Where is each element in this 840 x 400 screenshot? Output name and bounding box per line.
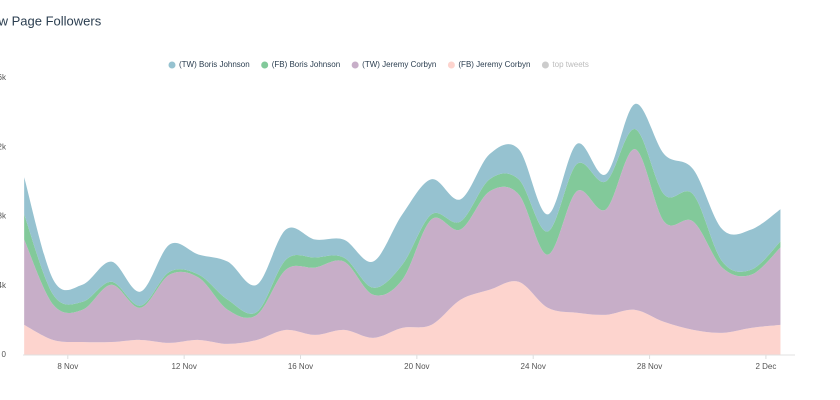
x-tick-label: 20 Nov — [404, 362, 429, 371]
x-tick-label: 24 Nov — [521, 362, 546, 371]
area — [24, 129, 781, 318]
legend-swatch — [541, 61, 549, 69]
y-tick-label: 8k — [0, 212, 7, 221]
x-tick-label: 2 Dec — [755, 362, 776, 371]
legend-item[interactable]: top tweets — [541, 60, 589, 69]
area — [24, 149, 781, 344]
legend-label: (FB) Boris Johnson — [272, 60, 340, 69]
legend: (TW) Boris Johnson (FB) Boris Johnson (TW)… — [168, 60, 589, 69]
legend-item[interactable]: (TW) Boris Johnson — [168, 60, 250, 69]
chart-title: New Page Followers — [0, 13, 102, 28]
x-tick-label: 12 Nov — [171, 362, 196, 371]
area — [24, 281, 781, 355]
legend-swatch — [168, 61, 176, 69]
legend-swatch — [351, 61, 359, 69]
legend-label: (TW) Jeremy Corbyn — [362, 60, 436, 69]
areas — [24, 103, 781, 355]
y-tick-label: 12k — [0, 142, 7, 151]
legend-item[interactable]: (TW) Jeremy Corbyn — [351, 60, 437, 69]
legend-swatch — [447, 61, 455, 69]
legend-item[interactable]: (FB) Boris Johnson — [261, 60, 340, 69]
x-tick-label: 16 Nov — [288, 362, 313, 371]
y-tick-label: 4k — [0, 281, 7, 290]
x-tick-label: 8 Nov — [57, 362, 78, 371]
y-tick-label: 0 — [2, 350, 7, 359]
legend-swatch — [261, 61, 269, 69]
x-tick-label: 28 Nov — [637, 362, 662, 371]
area — [24, 103, 781, 314]
y-tick-label: 16k — [0, 73, 7, 82]
legend-label: (FB) Jeremy Corbyn — [458, 60, 530, 69]
legend-label: (TW) Boris Johnson — [179, 60, 250, 69]
legend-item[interactable]: (FB) Jeremy Corbyn — [447, 60, 531, 69]
legend-label: top tweets — [552, 60, 588, 69]
